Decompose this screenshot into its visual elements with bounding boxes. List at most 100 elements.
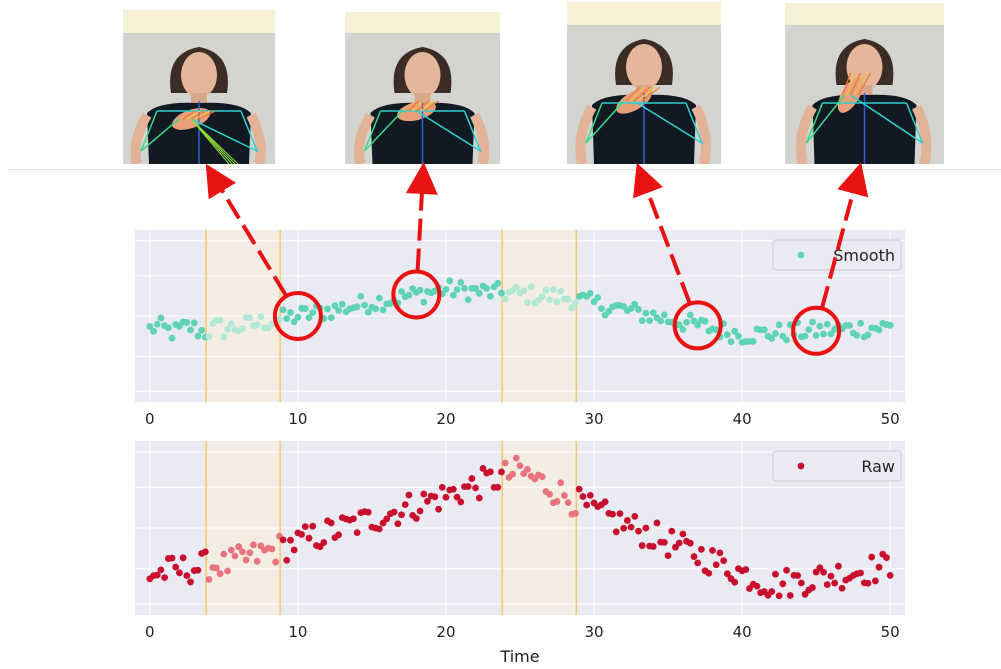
data-point xyxy=(224,567,231,575)
arrow xyxy=(405,162,438,271)
data-point xyxy=(224,325,231,333)
data-point xyxy=(875,563,883,571)
data-point xyxy=(279,536,287,544)
data-point xyxy=(557,287,565,295)
data-point xyxy=(827,572,835,580)
data-point xyxy=(335,531,343,539)
data-point xyxy=(694,559,702,567)
data-point xyxy=(246,314,254,322)
data-point xyxy=(775,592,783,600)
data-point xyxy=(512,454,520,462)
data-point xyxy=(309,522,317,530)
data-point xyxy=(660,311,668,319)
data-point xyxy=(420,490,428,498)
data-point xyxy=(572,299,579,307)
data-point xyxy=(238,548,246,556)
data-point xyxy=(324,305,331,313)
data-point xyxy=(198,326,206,334)
data-point xyxy=(720,557,728,565)
data-point xyxy=(216,316,224,324)
data-point xyxy=(220,550,228,558)
data-point xyxy=(516,462,524,470)
data-point xyxy=(823,320,831,328)
data-point xyxy=(816,322,824,330)
data-point xyxy=(442,493,450,501)
legend-marker xyxy=(797,462,805,470)
data-point xyxy=(679,326,687,333)
data-point xyxy=(623,517,631,524)
data-point xyxy=(250,541,257,549)
data-point xyxy=(464,296,472,304)
data-point xyxy=(442,285,450,293)
data-point xyxy=(153,571,161,579)
data-point xyxy=(561,492,568,499)
data-point xyxy=(546,490,554,498)
data-point xyxy=(472,284,479,292)
data-point xyxy=(712,561,720,569)
data-point xyxy=(483,285,491,292)
data-point xyxy=(705,569,713,577)
data-point xyxy=(464,483,472,490)
legend-box xyxy=(772,450,902,482)
data-point xyxy=(768,335,776,342)
data-point xyxy=(353,303,361,311)
data-point xyxy=(675,539,683,547)
data-point xyxy=(772,330,779,337)
data-point xyxy=(812,332,820,339)
data-point xyxy=(157,314,165,322)
data-point xyxy=(679,530,687,538)
data-point xyxy=(664,552,672,559)
data-point xyxy=(309,309,317,317)
data-point xyxy=(527,283,535,291)
data-point xyxy=(468,475,476,482)
data-point xyxy=(283,556,291,564)
data-point xyxy=(846,322,853,329)
data-point xyxy=(494,279,502,287)
data-point xyxy=(509,470,516,478)
x-tick-label: 0 xyxy=(145,623,155,641)
data-point xyxy=(290,546,298,554)
data-point xyxy=(449,291,457,299)
data-point xyxy=(871,577,879,585)
data-point xyxy=(864,331,872,339)
data-point xyxy=(631,300,639,308)
x-tick-label: 0 xyxy=(145,410,155,428)
data-point xyxy=(809,318,816,326)
arrow xyxy=(820,162,869,309)
signer-frame-2-icon xyxy=(345,33,500,164)
data-point xyxy=(731,327,739,335)
data-point xyxy=(583,501,591,509)
data-point xyxy=(327,314,335,322)
data-point xyxy=(501,295,509,303)
data-point xyxy=(498,468,505,476)
data-point xyxy=(520,287,528,295)
data-point xyxy=(642,309,650,317)
data-point xyxy=(827,330,835,338)
data-point xyxy=(657,317,665,325)
data-point xyxy=(338,300,346,308)
data-point xyxy=(401,501,409,508)
data-point xyxy=(572,509,579,517)
data-point xyxy=(305,314,313,321)
data-point xyxy=(461,284,468,292)
data-point xyxy=(831,579,839,587)
data-point xyxy=(475,494,483,502)
data-point xyxy=(486,292,494,300)
data-point xyxy=(183,572,191,580)
data-point xyxy=(524,299,531,306)
data-point xyxy=(686,311,694,319)
data-point xyxy=(549,286,557,294)
data-point xyxy=(768,588,776,595)
data-point xyxy=(383,515,391,523)
data-point xyxy=(557,479,565,487)
data-point xyxy=(183,319,191,326)
data-point xyxy=(242,556,250,564)
frame-header-band xyxy=(345,12,500,33)
data-point xyxy=(353,529,361,537)
data-point xyxy=(416,286,424,294)
signer-frame-3-icon xyxy=(567,25,721,164)
data-point xyxy=(327,519,335,527)
data-point xyxy=(538,293,546,300)
highlight-circle xyxy=(391,269,442,320)
data-point xyxy=(398,511,405,519)
